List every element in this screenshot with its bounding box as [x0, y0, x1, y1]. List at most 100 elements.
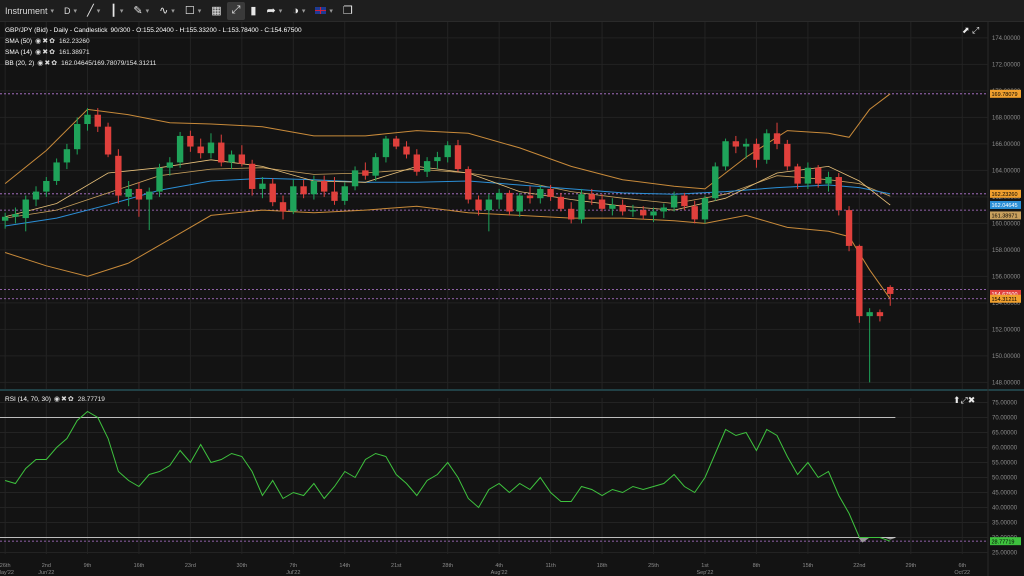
windows-button[interactable]: ❐: [338, 0, 358, 22]
legend-header-row: GBP/JPY (Bid) - Daily - Candlestick 90/3…: [5, 25, 302, 36]
candle-body: [454, 145, 462, 170]
chevron-down-icon: ▾: [96, 7, 101, 15]
price-label-text: 161.38971: [992, 214, 1018, 220]
legend-sma50-row[interactable]: SMA (50) ◉✖✿ 162.23260: [5, 36, 302, 47]
y-tick-label-main: 160.00000: [992, 221, 1021, 227]
candle-body: [362, 170, 369, 176]
x-tick-sublabel: Aug'22: [491, 570, 508, 576]
x-tick-label: 28th: [442, 563, 453, 569]
visibility-remove-settings-icons[interactable]: ◉✖✿: [35, 38, 56, 45]
price-label-box: [990, 294, 1021, 303]
x-tick-label: 1st: [701, 563, 709, 569]
draw-line-icon: ╱: [87, 5, 94, 17]
y-tick-label-main: 152.00000: [992, 327, 1021, 333]
legend-bb-row[interactable]: BB (20, 2) ◉✖✿ 162.04645/169.78079/154.3…: [5, 58, 302, 69]
candle-body: [382, 138, 390, 158]
candlestick-type-icon: ┃: [110, 5, 117, 17]
indicators-button[interactable]: ∿ ▾: [154, 0, 180, 22]
candle-body: [537, 188, 544, 199]
rsi-line: [4, 410, 891, 542]
x-tick-label: 29th: [905, 563, 916, 569]
layout-button[interactable]: ▦: [206, 0, 226, 22]
candle-body: [495, 192, 503, 200]
price-label-box: [990, 89, 1021, 98]
candle-body: [53, 162, 60, 181]
candle-body: [753, 143, 760, 160]
share-button[interactable]: ➦ ▾: [261, 0, 287, 22]
y-tick-label-main: 174.00000: [992, 36, 1021, 42]
candle-body: [197, 146, 204, 154]
candle-body: [825, 177, 832, 184]
instrument-menu[interactable]: Instrument ▾: [0, 0, 59, 22]
candle-body: [557, 196, 565, 209]
visibility-remove-settings-icons[interactable]: ◉✖✿: [37, 60, 59, 67]
rsi-pane-background: [0, 394, 1024, 572]
rsi-value-text: 28.77719: [992, 539, 1015, 545]
candle-body: [115, 155, 122, 196]
y-tick-label-rsi: 60.00000: [992, 446, 1018, 452]
x-tick-label: 11th: [545, 563, 555, 569]
template-button[interactable]: ☐ ▾: [180, 0, 206, 22]
share-icon: ➦: [266, 5, 276, 17]
candle-body: [567, 208, 575, 220]
candle-body: [269, 183, 276, 203]
x-tick-label: 26th: [0, 563, 11, 569]
x-tick-label: 18th: [597, 563, 608, 569]
candle-body: [465, 169, 472, 200]
candle-body: [845, 210, 853, 246]
candle-body: [125, 188, 132, 197]
candle-body: [578, 194, 585, 220]
candle-body: [331, 191, 338, 201]
y-tick-label-rsi: 65.00000: [992, 431, 1018, 437]
visibility-remove-settings-icons[interactable]: ◉✖✿: [53, 396, 75, 403]
y-tick-label-rsi: 75.00000: [992, 401, 1018, 407]
chart-area[interactable]: 148.00000 150.00000 152.00000 154.00000 156.…: [0, 22, 1024, 576]
bar-chart-button[interactable]: ▮: [245, 0, 261, 22]
legend-header-values: 90/300 - O:155.20400 - H:155.33200 - L:1…: [110, 27, 302, 34]
fullscreen-button[interactable]: ⤢: [226, 1, 246, 20]
candle-body: [691, 206, 698, 220]
y-tick-label-main: 162.00000: [992, 195, 1021, 201]
candle-body: [351, 170, 359, 187]
pencil-button[interactable]: ✎ ▾: [128, 0, 154, 22]
candle-body: [876, 312, 884, 317]
visibility-remove-settings-icons[interactable]: ◉✖✿: [35, 49, 56, 56]
y-tick-label-rsi: 25.00000: [992, 551, 1018, 557]
legend-sma14-row[interactable]: SMA (14) ◉✖✿ 161.38971: [5, 47, 302, 58]
x-tick-sublabel: Jul'22: [286, 570, 300, 576]
y-tick-label-main: 172.00000: [992, 62, 1021, 68]
price-label-box: [990, 211, 1021, 220]
legend-sma50-label: SMA (50): [5, 38, 33, 45]
timeframe-menu[interactable]: D ▾: [59, 0, 82, 22]
candle-body: [413, 154, 421, 172]
timeframe-label: D: [64, 5, 71, 16]
chevron-down-icon: ▾: [119, 7, 124, 15]
indicators-icon: ∿: [159, 5, 169, 17]
candle-body: [166, 162, 174, 168]
candle-body: [32, 191, 40, 200]
candle-body: [320, 180, 328, 192]
rsi-oversold-fill: [884, 537, 897, 540]
price-label-text: 169.78079: [992, 92, 1018, 98]
candlestick-type-button[interactable]: ┃ ▾: [105, 0, 128, 22]
candle-body: [629, 210, 637, 212]
x-tick-label: 30th: [236, 563, 247, 569]
rsi-pane-controls[interactable]: ⬆⤢✖: [953, 395, 976, 405]
main-pane-controls[interactable]: ⬈ ⤢: [962, 25, 980, 35]
candle-body: [300, 186, 307, 195]
x-tick-sublabel: Oct'22: [954, 570, 970, 576]
y-tick-label-main: 158.00000: [992, 248, 1021, 254]
language-flag-button[interactable]: ▾: [310, 0, 338, 22]
chevron-down-icon: ▾: [73, 7, 78, 15]
draw-line-button[interactable]: ╱ ▾: [82, 0, 105, 22]
candle-body: [43, 180, 50, 192]
instrument-label: Instrument: [5, 5, 48, 16]
chevron-down-icon: ▾: [145, 7, 150, 15]
candle-body: [423, 161, 431, 172]
candle-body: [547, 188, 554, 197]
candle-body: [73, 124, 81, 150]
theme-button[interactable]: ◑ ▾: [287, 0, 310, 22]
candle-body: [259, 183, 266, 189]
x-tick-label: 25th: [648, 563, 659, 569]
candle-body: [228, 154, 235, 163]
